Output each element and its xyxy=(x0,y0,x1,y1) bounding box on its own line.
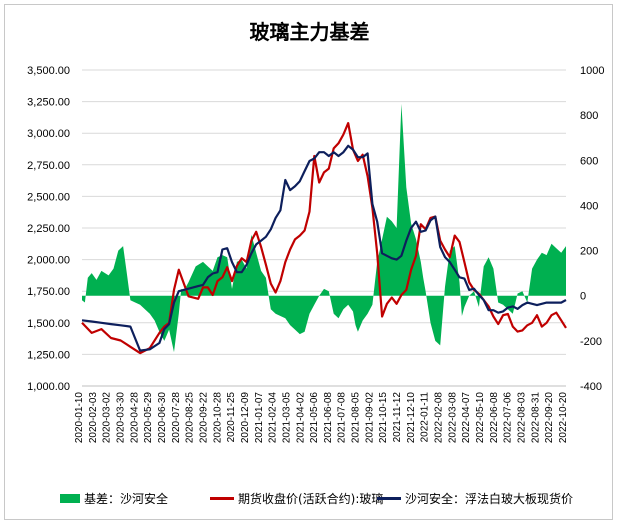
spot-price-line xyxy=(81,144,567,352)
x-tick-label: 2020-08-25 xyxy=(185,392,196,444)
legend-item-basis: 基差：沙河安全 xyxy=(60,490,168,507)
chart-frame xyxy=(4,4,613,520)
x-tick-label: 2020-09-22 xyxy=(198,392,209,444)
x-tick-label: 2021-06-08 xyxy=(323,392,334,444)
x-tick-label: 2020-06-30 xyxy=(157,392,168,444)
x-tick-label: 2021-05-06 xyxy=(309,392,320,444)
x-tick-label: 2022-10-20 xyxy=(558,392,569,444)
x-tick-label: 2021-10-15 xyxy=(378,392,389,444)
x-tick-label: 2020-11-25 xyxy=(226,392,237,443)
left-tick-label: 3,250.00 xyxy=(27,97,70,109)
x-tick-label: 2021-01-07 xyxy=(254,392,265,444)
x-tick-label: 2021-07-08 xyxy=(337,392,348,444)
legend-label-basis: 基差：沙河安全 xyxy=(84,492,169,506)
right-tick-label: 200 xyxy=(580,246,598,258)
x-tick-label: 2020-05-29 xyxy=(143,392,154,444)
left-tick-label: 2,250.00 xyxy=(27,223,70,235)
x-tick-label: 2021-02-04 xyxy=(268,392,279,444)
x-tick-label: 2021-09-02 xyxy=(364,392,375,444)
legend-item-spot: 沙河安全：浮法白玻大板现货价 xyxy=(377,490,573,507)
left-tick-label: 1,250.00 xyxy=(27,349,70,361)
right-tick-label: -200 xyxy=(580,336,602,348)
x-tick-label: 2022-08-03 xyxy=(517,392,528,444)
legend-label-spot: 沙河安全：浮法白玻大板现货价 xyxy=(405,492,574,506)
left-tick-label: 1,750.00 xyxy=(27,286,70,298)
x-tick-label: 2022-08-31 xyxy=(530,392,541,444)
x-tick-label: 2022-06-08 xyxy=(489,392,500,444)
right-tick-label: 600 xyxy=(580,155,598,167)
x-tick-label: 2022-01-11 xyxy=(420,392,431,443)
chart-title: 玻璃主力基差 xyxy=(249,20,370,44)
x-tick-label: 2022-02-08 xyxy=(434,392,445,444)
legend-swatch-futures xyxy=(210,497,234,500)
legend-item-futures: 期货收盘价(活跃合约):玻璃 xyxy=(210,490,383,507)
right-tick-label: 1000 xyxy=(580,65,604,77)
x-tick-label: 2020-07-28 xyxy=(171,392,182,444)
x-tick-label: 2021-08-05 xyxy=(351,392,362,444)
x-tick-label: 2022-05-10 xyxy=(475,392,486,444)
x-tick-label: 2020-03-02 xyxy=(102,392,113,444)
left-tick-label: 2,750.00 xyxy=(27,160,70,172)
legend-swatch-basis xyxy=(60,494,80,503)
legend-swatch-spot xyxy=(377,497,401,500)
left-tick-label: 2,500.00 xyxy=(27,191,70,203)
x-tick-label: 2021-04-02 xyxy=(295,392,306,444)
x-tick-label: 2021-12-10 xyxy=(406,392,417,444)
price-line-series xyxy=(81,122,567,355)
x-tick-label: 2021-11-12 xyxy=(392,392,403,443)
right-tick-label: 400 xyxy=(580,200,598,212)
x-tick-label: 2022-07-06 xyxy=(503,392,514,444)
left-tick-label: 3,500.00 xyxy=(27,65,70,77)
x-tick-label: 2021-03-05 xyxy=(281,392,292,444)
right-tick-label: -400 xyxy=(580,381,602,393)
axes: 1,000.00 1,250.00 1,500.00 1,750.00 2,000.00… xyxy=(27,65,604,443)
x-tick-label: 2020-10-28 xyxy=(212,392,223,444)
x-tick-label: 2020-12-09 xyxy=(240,392,251,444)
left-tick-label: 1,500.00 xyxy=(27,318,70,330)
x-tick-label: 2022-03-08 xyxy=(447,392,458,444)
legend-label-futures: 期货收盘价(活跃合约):玻璃 xyxy=(238,492,384,506)
left-tick-label: 1,000.00 xyxy=(27,381,70,393)
futures-price-line xyxy=(81,122,567,355)
legend: 基差：沙河安全 期货收盘价(活跃合约):玻璃 沙河安全：浮法白玻大板现货价 xyxy=(60,490,600,508)
right-tick-label: 0 xyxy=(580,291,586,303)
right-tick-label: 800 xyxy=(580,110,598,122)
x-tick-label: 2020-03-30 xyxy=(115,392,126,444)
left-tick-label: 3,000.00 xyxy=(27,128,70,140)
x-tick-label: 2022-04-07 xyxy=(461,392,472,444)
x-tick-label: 2020-01-10 xyxy=(74,392,85,444)
x-tick-label: 2022-09-20 xyxy=(544,392,555,444)
x-tick-label: 2020-02-03 xyxy=(88,392,99,444)
left-tick-label: 2,000.00 xyxy=(27,255,70,267)
x-tick-label: 2020-04-28 xyxy=(129,392,140,444)
